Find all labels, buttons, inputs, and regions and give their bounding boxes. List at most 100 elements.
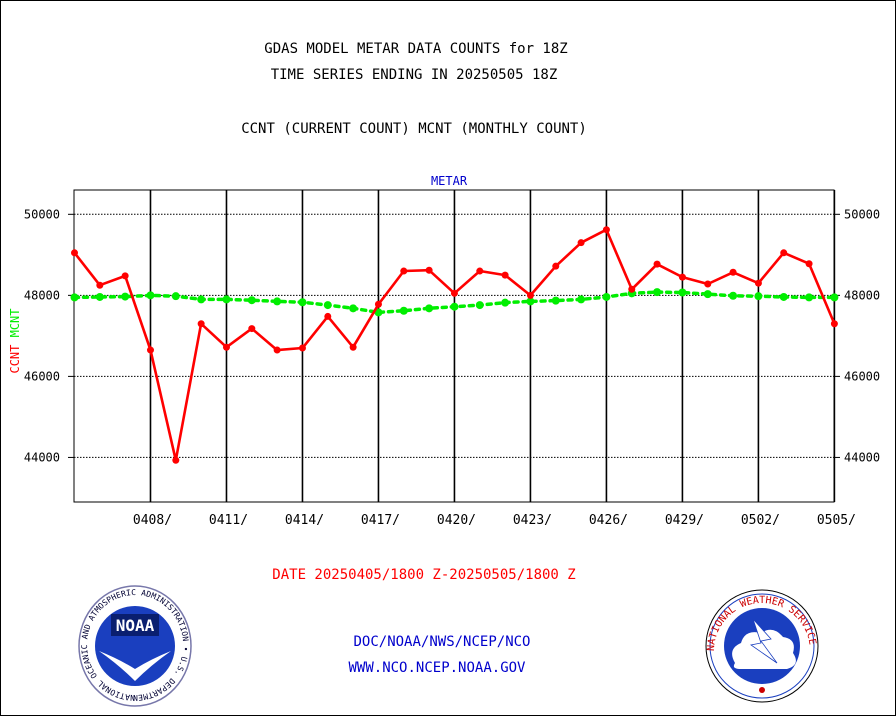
y-tick-labels-left: 44000 46000 48000 50000 bbox=[24, 207, 60, 464]
ccnt-point bbox=[172, 456, 180, 464]
nws-red-dot bbox=[759, 687, 765, 693]
mcnt-point bbox=[323, 301, 332, 310]
ccnt-point bbox=[96, 281, 104, 289]
mcnt-point bbox=[602, 292, 611, 301]
ccnt-point bbox=[704, 280, 712, 288]
mcnt-point bbox=[475, 301, 484, 310]
mcnt-point bbox=[121, 292, 130, 301]
mcnt-point bbox=[273, 297, 282, 306]
ccnt-point bbox=[222, 343, 230, 351]
x-tick-label: 0408/ bbox=[133, 513, 172, 528]
vertical-gridlines bbox=[149, 190, 836, 502]
mcnt-point bbox=[425, 304, 434, 313]
x-tick-label: 0411/ bbox=[209, 513, 248, 528]
mcnt-point bbox=[247, 296, 256, 305]
ccnt-point bbox=[501, 271, 509, 279]
ccnt-point bbox=[602, 226, 610, 234]
x-tick-labels: 0408/0411/0414/0417/0420/0423/0426/0429/… bbox=[133, 513, 856, 528]
mcnt-point bbox=[805, 293, 814, 302]
noaa-wordmark: NOAA bbox=[116, 616, 155, 635]
ccnt-point bbox=[425, 266, 433, 274]
x-tick-label: 0505/ bbox=[817, 513, 856, 528]
mcnt-point bbox=[95, 292, 104, 301]
mcnt-point bbox=[450, 302, 459, 311]
header-line-2: TIME SERIES ENDING IN 20250505 18Z bbox=[271, 67, 558, 83]
x-tick-label: 0417/ bbox=[361, 513, 400, 528]
mcnt-point bbox=[171, 292, 180, 301]
x-tick-label: 0414/ bbox=[285, 513, 324, 528]
header-line-1: GDAS MODEL METAR DATA COUNTS for 18Z bbox=[264, 41, 567, 57]
y-tick-label: 44000 bbox=[24, 450, 60, 464]
mcnt-point bbox=[551, 296, 560, 305]
ccnt-point bbox=[729, 268, 737, 276]
ccnt-point bbox=[121, 272, 129, 280]
noaa-bird-icon bbox=[99, 651, 171, 681]
mcnt-point bbox=[526, 297, 535, 306]
ccnt-point bbox=[678, 273, 686, 281]
mcnt-point bbox=[197, 295, 206, 304]
y-tick-label: 48000 bbox=[844, 288, 880, 302]
ccnt-point bbox=[552, 262, 560, 270]
y-axis-label-mcnt: MCNT bbox=[8, 308, 22, 337]
mcnt-point bbox=[653, 288, 662, 297]
ccnt-point bbox=[805, 260, 813, 268]
y-tick-label: 44000 bbox=[844, 450, 880, 464]
mcnt-point bbox=[703, 290, 712, 299]
footer-org: DOC/NOAA/NWS/NCEP/NCO bbox=[353, 634, 530, 650]
y-axis-label: CCNT MCNT bbox=[8, 308, 22, 373]
ccnt-point bbox=[298, 344, 306, 352]
mcnt-point bbox=[399, 306, 408, 315]
ccnt-point bbox=[197, 320, 205, 328]
ccnt-point bbox=[71, 249, 78, 257]
mcnt-point bbox=[577, 295, 586, 304]
y-axis-label-ccnt: CCNT bbox=[8, 337, 22, 373]
y-tick-label: 46000 bbox=[24, 369, 60, 383]
ccnt-point bbox=[476, 267, 484, 275]
mcnt-point bbox=[70, 293, 79, 302]
mcnt-point bbox=[729, 291, 738, 300]
ccnt-point bbox=[146, 346, 154, 354]
y-tick-label: 48000 bbox=[24, 288, 60, 302]
x-tick-label: 0420/ bbox=[437, 513, 476, 528]
nws-logo-ring bbox=[709, 593, 815, 699]
x-tick-label: 0426/ bbox=[589, 513, 628, 528]
ccnt-point bbox=[374, 300, 382, 308]
ccnt-point bbox=[400, 267, 408, 275]
x-tick-label: 0423/ bbox=[513, 513, 552, 528]
ccnt-point bbox=[324, 312, 332, 320]
ccnt-point bbox=[780, 249, 788, 257]
x-tick-label: 0429/ bbox=[665, 513, 704, 528]
ccnt-point bbox=[628, 285, 636, 293]
ccnt-point bbox=[273, 346, 281, 354]
mcnt-point bbox=[754, 292, 763, 301]
footer-url: WWW.NCO.NCEP.NOAA.GOV bbox=[348, 660, 526, 676]
y-tick-label: 46000 bbox=[844, 369, 880, 383]
ccnt-point bbox=[450, 289, 458, 297]
mcnt-point bbox=[349, 304, 358, 313]
date-range: DATE 20250405/1800 Z-20250505/1800 Z bbox=[272, 567, 575, 583]
chart-title: METAR bbox=[431, 174, 468, 188]
y-tick-label: 50000 bbox=[844, 207, 880, 221]
mcnt-point bbox=[678, 288, 687, 297]
nws-logo: NATIONAL WEATHER SERVICE bbox=[705, 589, 819, 703]
ccnt-point bbox=[577, 239, 585, 247]
mcnt-point bbox=[298, 298, 307, 307]
x-tick-label: 0502/ bbox=[741, 513, 780, 528]
noaa-wordmark-band bbox=[111, 614, 159, 636]
mcnt-point bbox=[501, 298, 510, 307]
series-ccnt bbox=[71, 226, 838, 464]
mcnt-point bbox=[374, 308, 383, 317]
y-tick-labels-right: 44000 46000 48000 50000 bbox=[844, 207, 880, 464]
ccnt-point bbox=[653, 260, 661, 268]
ccnt-point bbox=[349, 343, 357, 351]
nws-lightning-icon bbox=[749, 618, 778, 664]
header-line-3: CCNT (CURRENT COUNT) MCNT (MONTHLY COUNT… bbox=[241, 121, 587, 137]
y-tick-label: 50000 bbox=[24, 207, 60, 221]
ccnt-point bbox=[830, 320, 838, 328]
mcnt-point bbox=[146, 291, 155, 300]
mcnt-point bbox=[830, 293, 839, 302]
ccnt-point bbox=[526, 291, 534, 299]
mcnt-point bbox=[779, 292, 788, 301]
